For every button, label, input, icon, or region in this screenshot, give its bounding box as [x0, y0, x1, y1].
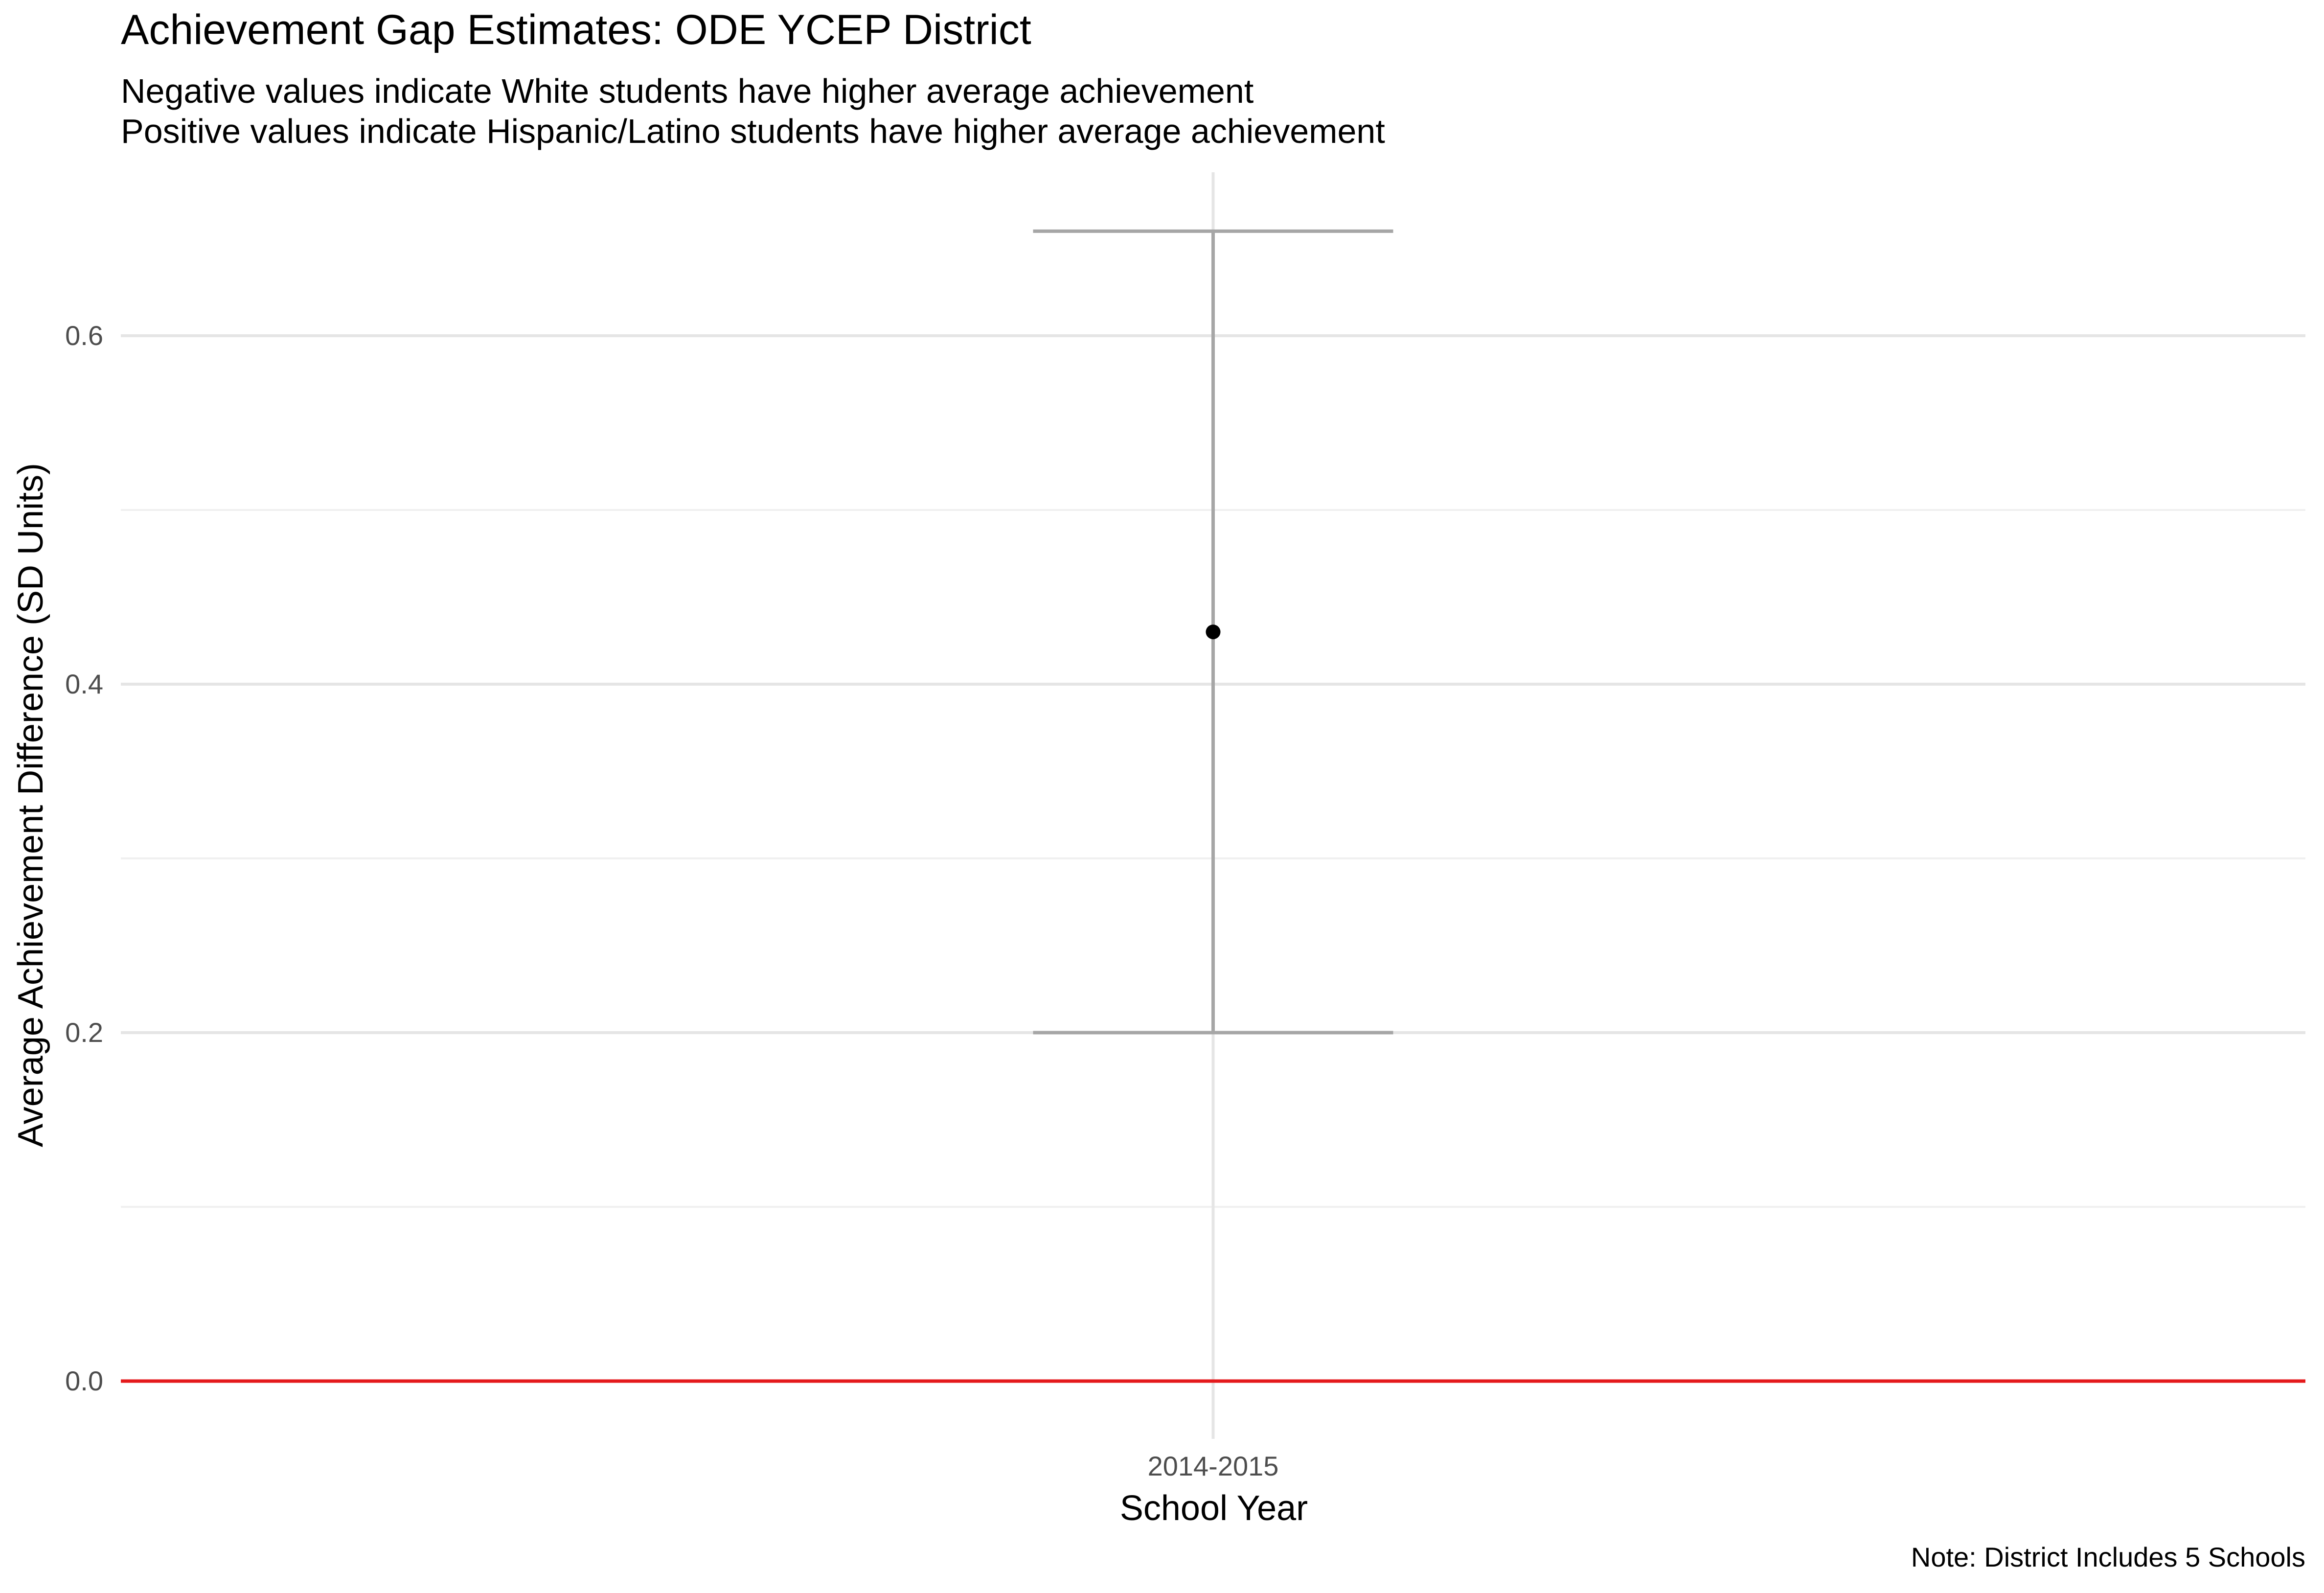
chart-title: Achievement Gap Estimates: ODE YCEP Dist… — [121, 6, 1031, 53]
data-point — [1206, 624, 1221, 640]
y-tick-label: 0.6 — [65, 320, 103, 351]
x-tick-label: 2014-2015 — [1148, 1451, 1279, 1481]
chart-subtitle-line-2: Positive values indicate Hispanic/Latino… — [121, 112, 1385, 150]
y-tick-label: 0.2 — [65, 1017, 103, 1048]
marks-layer — [1033, 229, 1393, 1035]
axis-layer: 0.0 0.2 0.4 0.6 2014-2015 — [65, 320, 1278, 1481]
chart-subtitle-line-1: Negative values indicate White students … — [121, 72, 1253, 110]
x-axis-title: School Year — [1120, 1489, 1308, 1528]
y-axis-title: Average Achievement Difference (SD Units… — [11, 463, 50, 1147]
chart-caption: Note: District Includes 5 Schools — [1911, 1542, 2305, 1572]
y-tick-label: 0.4 — [65, 669, 103, 699]
y-tick-label: 0.0 — [65, 1365, 103, 1396]
